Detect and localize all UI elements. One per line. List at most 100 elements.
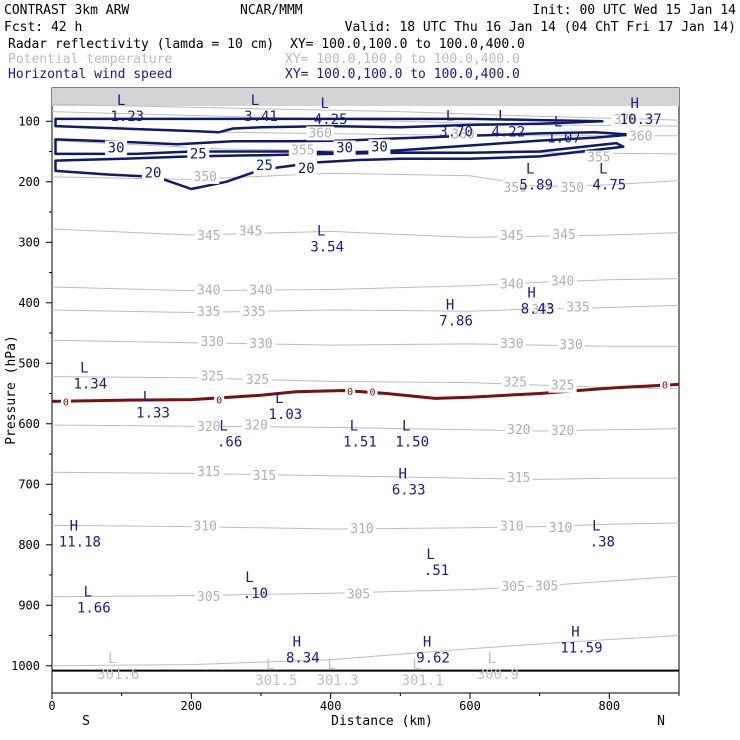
wind-label-bg bbox=[187, 146, 210, 163]
theta-contour-label: 345 bbox=[197, 229, 220, 244]
theta-minimum-value: 301.6 bbox=[97, 667, 139, 683]
theta-contour-label: 320 bbox=[551, 424, 574, 439]
theta-contour-label: 305 bbox=[347, 587, 370, 602]
y-tick-label: 300 bbox=[18, 235, 40, 249]
wind-speed-label: 30 bbox=[371, 139, 388, 155]
wind-speed-label: 20 bbox=[145, 165, 162, 181]
theta-label-bg bbox=[242, 418, 271, 433]
theta-label-bg bbox=[499, 580, 528, 595]
wind-max-marker: H bbox=[293, 635, 301, 651]
theta-label-bg bbox=[548, 274, 577, 289]
field-reflectivity-name: Radar reflectivity (lamda = 10 cm) bbox=[8, 37, 274, 52]
theta-label-bg bbox=[194, 589, 223, 604]
header-block: CONTRAST 3km ARW NCAR/MMM Init: 00 UTC W… bbox=[4, 3, 736, 82]
wind-min-marker: L bbox=[275, 391, 283, 407]
theta-contour-label: 305 bbox=[535, 580, 558, 595]
theta-contour-label: 325 bbox=[246, 373, 269, 388]
x-axis: 0 200 400 600 800 bbox=[48, 693, 680, 713]
theta-line-305 bbox=[52, 575, 679, 598]
extremum-value: 1.66 bbox=[77, 600, 111, 616]
theta-label-bg bbox=[449, 127, 478, 142]
model-title: CONTRAST 3km ARW bbox=[4, 3, 129, 18]
theta-contour-label: 335 bbox=[197, 305, 220, 320]
wind-label-bg bbox=[333, 140, 356, 157]
wind-label-bg bbox=[253, 158, 276, 175]
wind-speed-label: 30 bbox=[336, 141, 353, 157]
theta-contour-label: 345 bbox=[500, 229, 523, 244]
wind-max-marker: H bbox=[70, 518, 78, 534]
theta-minimum-value: 301.3 bbox=[317, 673, 359, 689]
y-tick-label: 500 bbox=[18, 356, 40, 370]
zero-contour-label: 0 bbox=[216, 396, 222, 407]
wind-speed-label: 20 bbox=[298, 161, 315, 177]
theta-contour-label: 325 bbox=[551, 379, 574, 394]
theta-label-bg bbox=[497, 519, 526, 534]
zero-contour-label: 0 bbox=[63, 397, 69, 408]
wind-min-marker: L bbox=[599, 162, 607, 178]
theta-minimum-marker: L bbox=[266, 657, 274, 673]
wind-min-marker: L bbox=[245, 570, 253, 586]
theta-contour-label: 325 bbox=[200, 370, 223, 385]
theta-contour-label: 305 bbox=[197, 590, 220, 605]
theta-contour-label: 330 bbox=[200, 335, 223, 350]
theta-label-bg bbox=[501, 375, 530, 390]
theta-minimum-marker: L bbox=[108, 651, 116, 667]
theta-contour-label: 360 bbox=[451, 128, 474, 143]
wind-min-marker: L bbox=[446, 108, 454, 124]
theta-label-bg bbox=[532, 579, 561, 594]
wind-max-marker: H bbox=[423, 635, 431, 651]
field-reflectivity-xy: XY= 100.0,100.0 to 100.0,400.0 bbox=[290, 37, 525, 52]
zero-label-bg bbox=[214, 393, 225, 406]
theta-label-bg bbox=[247, 283, 275, 298]
theta-contour-label: 370 bbox=[614, 113, 637, 128]
extremum-value: 1.23 bbox=[110, 109, 144, 125]
wind-max-marker: H bbox=[527, 286, 535, 302]
theta-label-bg bbox=[306, 126, 335, 141]
zero-label-bg bbox=[60, 395, 71, 408]
zero-contour-label: 0 bbox=[347, 387, 353, 398]
wind-max-marker: H bbox=[446, 298, 454, 314]
theta-label-bg bbox=[194, 465, 223, 480]
theta-minimum-value: 301.5 bbox=[255, 673, 297, 689]
theta-label-bg bbox=[497, 277, 526, 292]
theta-label-bg bbox=[497, 229, 526, 244]
extremum-value: .66 bbox=[217, 435, 242, 451]
wind-min-marker: L bbox=[350, 419, 358, 435]
theta-label-bg bbox=[584, 150, 613, 165]
theta-contour-label: 315 bbox=[507, 471, 530, 486]
theta-minimum-marker: L bbox=[412, 657, 420, 673]
theta-contour-label: 340 bbox=[500, 278, 523, 293]
theta-label-bg bbox=[546, 520, 575, 535]
theta-label-bg bbox=[344, 587, 373, 602]
theta-contour-label: 355 bbox=[587, 151, 610, 166]
extremum-value: 1.50 bbox=[395, 435, 429, 451]
wind-min-marker: L bbox=[117, 93, 125, 109]
extremum-value: 4.22 bbox=[491, 124, 525, 140]
theta-contour-label: 360 bbox=[629, 129, 652, 144]
theta-minimum-value: 300.9 bbox=[477, 667, 519, 683]
extremum-value: 6.33 bbox=[392, 482, 426, 498]
wind-min-marker: L bbox=[80, 361, 88, 377]
extremum-value: 1.03 bbox=[269, 407, 303, 423]
extremum-value: 5.89 bbox=[519, 178, 553, 194]
wind-max-marker: H bbox=[398, 466, 406, 482]
theta-label-bg bbox=[548, 378, 577, 393]
theta-label-bg bbox=[563, 300, 592, 315]
extremum-value: 9.62 bbox=[416, 651, 450, 667]
forecast-hour: Fcst: 42 h bbox=[4, 20, 82, 35]
wind-max-marker: H bbox=[571, 624, 579, 640]
y-tick-label: 600 bbox=[18, 417, 40, 431]
theta-contour-label: 340 bbox=[197, 284, 220, 299]
y-axis: 100 200 300 400 500 600 700 800 900 1000 bbox=[11, 114, 52, 673]
field-wind-xy: XY= 100.0,100.0 to 100.0,400.0 bbox=[285, 67, 520, 82]
theta-label-bg bbox=[247, 336, 275, 351]
x-tick-label: 0 bbox=[48, 699, 55, 713]
theta-label-bg bbox=[288, 143, 317, 158]
wind-min-marker: L bbox=[554, 114, 562, 130]
theta-contour-label: 330 bbox=[249, 337, 272, 352]
wind-label-bg bbox=[295, 161, 318, 178]
wind-min-marker: L bbox=[84, 584, 92, 600]
